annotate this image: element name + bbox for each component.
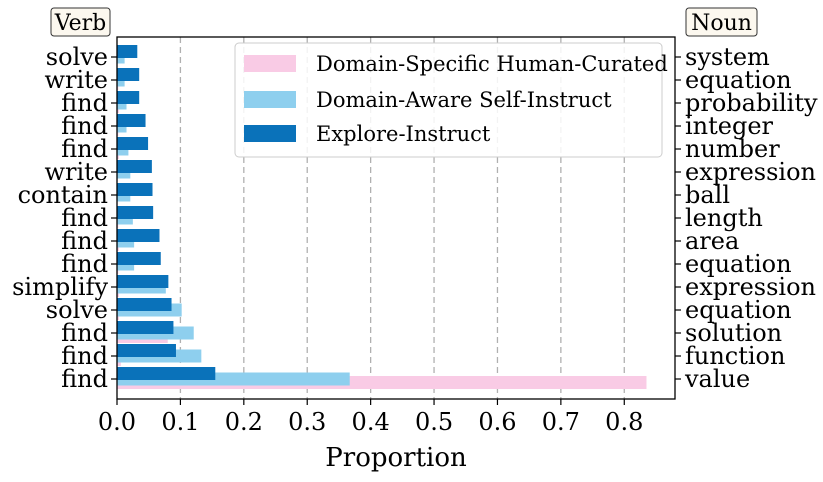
x-tick-label: 0.8 [605, 408, 643, 436]
verb-label: find [61, 135, 108, 163]
noun-label: integer [685, 112, 774, 140]
noun-labels: valuefunctionsolutionequationexpressione… [675, 43, 818, 393]
noun-label: ball [685, 181, 730, 209]
noun-label: value [684, 365, 750, 393]
bar [117, 229, 160, 242]
x-tick-label: 0.5 [415, 408, 453, 436]
noun-label: solution [685, 319, 782, 347]
x-ticks: 0.0 0.1 0.2 0.3 0.4 0.5 0.6 0.7 0.8 [98, 399, 643, 436]
bar [117, 252, 161, 265]
legend-label: Explore-Instruct [316, 122, 491, 146]
bar [117, 160, 152, 173]
noun-label: expression [685, 273, 816, 301]
noun-label: equation [685, 296, 792, 324]
x-tick-label: 0.2 [225, 408, 263, 436]
verb-label: solve [46, 296, 108, 324]
verb-label: write [44, 158, 108, 186]
bar [117, 137, 149, 150]
bar [117, 298, 172, 311]
x-tick-label: 0.4 [352, 408, 390, 436]
bar [117, 321, 174, 334]
verb-labels: findfindfindsolvesimplifyfindfindfindcon… [12, 43, 117, 393]
noun-label: function [685, 342, 785, 370]
verb-title: Verb [54, 11, 107, 36]
bar [117, 183, 153, 196]
verb-label: find [61, 319, 108, 347]
bar [117, 68, 140, 81]
verb-label: solve [46, 43, 108, 71]
x-tick-label: 0.0 [98, 408, 136, 436]
noun-label: expression [685, 158, 816, 186]
x-axis-label: Proportion [325, 443, 467, 473]
verb-label: find [61, 250, 108, 278]
verb-label: write [44, 66, 108, 94]
bar [117, 45, 138, 58]
noun-title: Noun [691, 11, 752, 36]
legend-frame [234, 42, 663, 158]
bar [117, 367, 216, 380]
x-tick-label: 0.7 [542, 408, 580, 436]
bar [117, 114, 146, 127]
noun-label: area [685, 227, 739, 255]
verb-title-box: Verb [50, 7, 111, 37]
verb-label: find [61, 365, 108, 393]
bar [117, 344, 176, 357]
x-tick-label: 0.6 [478, 408, 516, 436]
legend-label: Domain-Aware Self-Instruct [316, 88, 612, 112]
verb-label: find [61, 89, 108, 117]
verb-label: contain [18, 181, 108, 209]
x-tick-label: 0.1 [161, 408, 199, 436]
legend-swatch [244, 55, 296, 72]
noun-label: length [685, 204, 763, 232]
noun-label: system [685, 43, 770, 71]
legend-swatch [244, 91, 296, 108]
bars [117, 45, 647, 389]
legend-label: Domain-Specific Human-Curated [316, 52, 668, 76]
x-tick-label: 0.3 [288, 408, 326, 436]
noun-label: number [685, 135, 780, 163]
noun-label: equation [685, 250, 792, 278]
legend-swatch [244, 125, 296, 142]
bar [117, 275, 169, 288]
bar [117, 206, 154, 219]
verb-label: find [61, 204, 108, 232]
legend: Domain-Specific Human-Curated Domain-Awar… [234, 42, 668, 158]
noun-label: probability [685, 89, 818, 117]
verb-label: find [61, 342, 108, 370]
verb-label: simplify [12, 273, 108, 301]
noun-label: equation [685, 66, 792, 94]
noun-title-box: Noun [685, 7, 758, 37]
verb-label: find [61, 227, 108, 255]
verb-label: find [61, 112, 108, 140]
bar [117, 91, 140, 104]
